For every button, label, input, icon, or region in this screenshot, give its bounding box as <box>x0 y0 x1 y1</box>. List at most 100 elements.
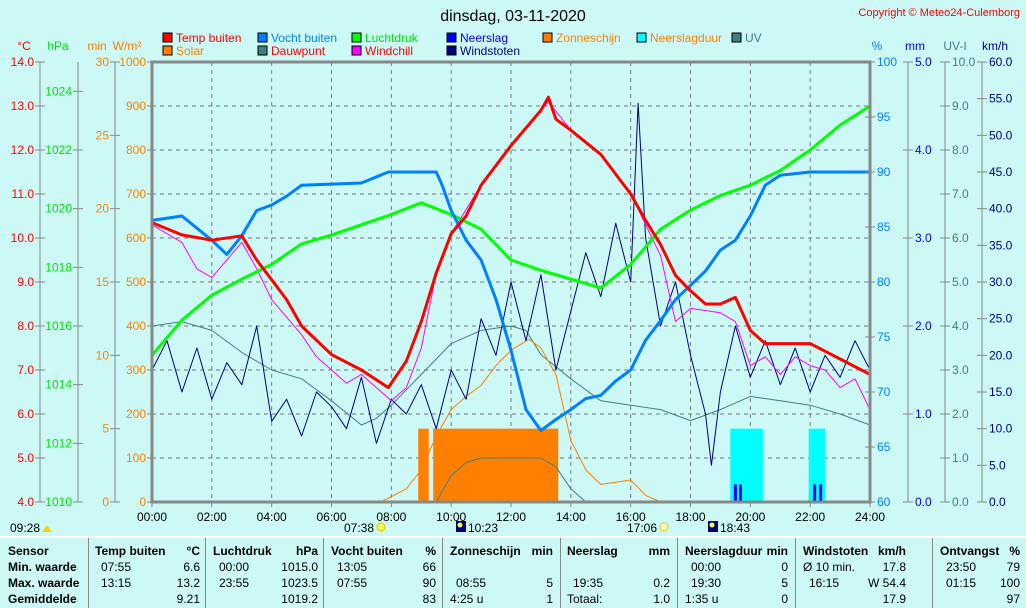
table-cell-time: 1:35 u <box>685 592 719 606</box>
axis-tick-label: 1014 <box>45 378 72 392</box>
axis-tick-label: 40.0 <box>989 202 1013 216</box>
table-cell-time: 00:00 <box>691 560 722 574</box>
axis-tick-label: 100 <box>877 55 897 69</box>
legend-swatch <box>731 32 742 43</box>
x-tick-label: 24:00 <box>855 510 885 524</box>
axis-tick-label: 11.0 <box>12 187 35 201</box>
axis-tick-label: 600 <box>126 231 146 245</box>
column-divider <box>677 538 678 608</box>
column-divider <box>323 538 324 608</box>
legend-swatch <box>351 32 362 43</box>
axis-tick-label: 85 <box>877 220 891 234</box>
x-tick-label: 06:00 <box>316 510 346 524</box>
axis-tick-label: 25.0 <box>989 312 1013 326</box>
axis-unit-temp: °C <box>17 39 31 53</box>
axis-tick-label: 800 <box>126 143 146 157</box>
axis-tick-label: 300 <box>126 363 146 377</box>
table-cell-value: 13.2 <box>176 576 200 590</box>
axis-tick-label: 1024 <box>45 84 72 98</box>
axis-tick-label: 30 <box>96 55 110 69</box>
table-cell-time: 13:15 <box>101 576 132 590</box>
axis-tick-label: 7.0 <box>952 187 969 201</box>
axis-tick-label: 8.0 <box>17 319 34 333</box>
axis-tick-label: 10.0 <box>952 55 976 69</box>
table-cell-value: 66 <box>422 560 436 574</box>
table-cell-value: 5 <box>546 576 553 590</box>
table-cell-time: 23:55 <box>219 576 250 590</box>
table-cell-time: 01:15 <box>946 576 977 590</box>
table-cell-value: 97 <box>1006 592 1020 606</box>
table-cell-value: 90 <box>422 576 436 590</box>
sun-moon-time: 09:28 <box>10 521 40 535</box>
table-header: Neerslag <box>567 544 618 558</box>
table-cell-time: 07:55 <box>337 576 368 590</box>
table-cell-value: 0.2 <box>653 576 670 590</box>
axis-tick-label: 10 <box>96 348 110 362</box>
legend-label: Windchill <box>365 44 413 58</box>
x-tick-label: 04:00 <box>257 510 287 524</box>
series-uv <box>152 457 870 503</box>
axis-tick-label: 75 <box>877 330 891 344</box>
axis-tick-label: 90 <box>877 165 891 179</box>
axis-unit-min: min <box>87 39 106 53</box>
axis-unit-hum: % <box>872 39 883 53</box>
axis-tick-label: 55.0 <box>989 92 1013 106</box>
axis-tick-label: 1020 <box>45 202 72 216</box>
table-cell-time: 07:55 <box>101 560 132 574</box>
axis-tick-label: 80 <box>877 275 891 289</box>
table-header-unit: mm <box>648 544 670 558</box>
column-divider <box>442 538 443 608</box>
series-dauwpunt <box>151 321 871 426</box>
axis-tick-label: 1016 <box>45 319 72 333</box>
axis-tick-label: 4.0 <box>915 143 932 157</box>
legend-label: Neerslag <box>460 31 508 45</box>
legend-label: UV <box>745 31 762 45</box>
table-cell-value: 1023.5 <box>281 576 318 590</box>
series-windstoten <box>151 102 871 466</box>
axis-tick-label: 1.0 <box>952 451 969 465</box>
table-cell-time: 16:15 <box>809 576 840 590</box>
axis-tick-label: 3.0 <box>915 231 932 245</box>
table-cell-value: 100 <box>999 576 1020 590</box>
legend-label: Vocht buiten <box>271 31 337 45</box>
chart-title: dinsdag, 03-11-2020 <box>440 8 586 25</box>
axis-tick-label: 14.0 <box>11 55 35 69</box>
table-row-label: Min. waarde <box>8 560 77 574</box>
axis-tick-label: 1018 <box>45 260 72 274</box>
bar-neerslag <box>819 484 823 502</box>
axis-tick-label: 6.0 <box>17 407 34 421</box>
axis-tick-label: 2.0 <box>952 407 969 421</box>
moonset-icon-glyph <box>457 522 463 528</box>
weather-chart: dinsdag, 03-11-2020 Copyright © Meteo24-… <box>10 7 1020 535</box>
axis-tick-label: 60.0 <box>989 55 1013 69</box>
axis-tick-label: 6.0 <box>952 231 969 245</box>
column-divider <box>205 538 206 608</box>
x-tick-label: 08:00 <box>376 510 406 524</box>
axis-tick-label: 5.0 <box>952 275 969 289</box>
table-cell-value: 1 <box>546 592 553 606</box>
table-header: Ontvangst <box>940 544 1000 558</box>
table-header: Temp buiten <box>95 544 166 558</box>
column-divider <box>88 538 89 608</box>
axis-tick-label: 5.0 <box>989 458 1006 472</box>
table-cell-value: 1019.2 <box>281 592 318 606</box>
legend-swatch <box>162 32 173 43</box>
table-cell-value: 6.6 <box>183 560 200 574</box>
column-divider <box>932 538 933 608</box>
legend-swatch <box>162 45 173 56</box>
table-cell-value: 1015.0 <box>281 560 318 574</box>
moonrise-icon <box>42 525 52 532</box>
sun-moon-time: 18:43 <box>720 521 750 535</box>
table-cell-time: 4:25 u <box>450 592 484 606</box>
legend-label: Solar <box>176 44 204 58</box>
axes: °C 4.0 5.0 6.0 7.0 8.0 9.0 10.0 11.0 12.0 13.0 14.0… <box>11 39 1013 524</box>
table-cell-time: 00:00 <box>219 560 250 574</box>
axis-tick-label: 15 <box>96 275 110 289</box>
table-header-unit: °C <box>186 544 200 558</box>
table-row-label: Max. waarde <box>8 576 80 590</box>
axis-tick-label: 4.0 <box>952 319 969 333</box>
axis-tick-label: 15.0 <box>989 385 1013 399</box>
table-cell-time: 19:35 <box>573 576 604 590</box>
bar-neerslag <box>738 484 742 502</box>
